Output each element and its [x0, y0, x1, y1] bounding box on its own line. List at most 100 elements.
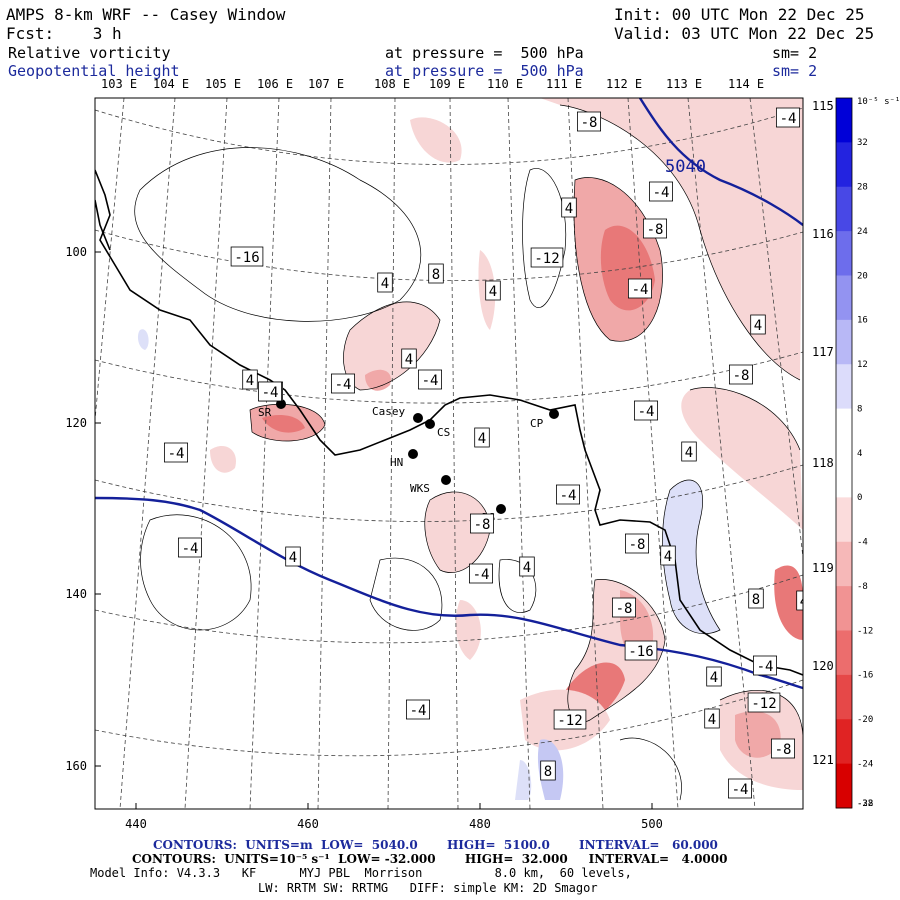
- field2-name: Geopotential height: [8, 62, 180, 80]
- colorbar-swatch: [836, 364, 852, 410]
- vorticity-label: -4: [410, 703, 427, 719]
- vorticity-label-box: [469, 513, 494, 534]
- coastline: [95, 169, 803, 676]
- station-marker-wks[interactable]: [441, 475, 451, 485]
- colorbar-swatch: [836, 586, 852, 631]
- vorticity-label-box: [643, 218, 668, 239]
- vorticity-label: 4: [708, 712, 716, 728]
- vorticity-label-box: [706, 666, 722, 687]
- vorticity-label: 4: [246, 373, 254, 389]
- station-marker-cp[interactable]: [549, 409, 559, 419]
- top-lon-label: 104 E: [153, 77, 190, 91]
- field1-name: Relative vorticity: [8, 44, 171, 62]
- vorticity-label: 4: [478, 431, 486, 447]
- vorticity-label: -8: [474, 517, 491, 533]
- top-lon-label: 107 E: [308, 77, 345, 91]
- vorticity-label: 4: [405, 352, 413, 368]
- vorticity-label-box: [796, 590, 803, 611]
- top-lon-label: 109 E: [429, 77, 466, 91]
- station-marker-sr[interactable]: [276, 399, 286, 409]
- footer-physics: LW: RRTM SW: RRTMG DIFF: simple KM: 2D S…: [258, 881, 598, 895]
- vorticity-label-box: [771, 738, 796, 759]
- vorticity-label-box: [428, 263, 444, 284]
- vorticity-label-box: [704, 708, 720, 729]
- colorbar-tick-label: -24: [857, 759, 873, 769]
- field2-smooth: sm= 2: [772, 62, 818, 80]
- map-plot-area: SR Casey CS CP HN WKS DS 5040 -4-84-4-8-…: [95, 98, 808, 809]
- vorticity-contours: [134, 104, 803, 801]
- vorticity-label: -4: [780, 111, 797, 127]
- colorbar-tick-label: 32: [857, 138, 868, 148]
- vorticity-label-box: [377, 272, 393, 293]
- colorbar-swatch: [836, 98, 852, 143]
- vorticity-label-box: [177, 537, 202, 558]
- vorticity-label-box: [660, 545, 676, 566]
- vorticity-label-box: [634, 400, 659, 421]
- vorticity-label: 8: [544, 764, 552, 780]
- colorbar-tick-label: -28: [857, 799, 873, 809]
- x-tick-label: 440: [125, 817, 147, 831]
- station-marker-hn[interactable]: [408, 449, 418, 459]
- station-marker-cs[interactable]: [425, 419, 435, 429]
- vorticity-label-box: [556, 484, 581, 505]
- vorticity-label: -12: [751, 696, 776, 712]
- vorticity-label: -8: [629, 537, 646, 553]
- vorticity-label: -12: [557, 713, 582, 729]
- station-marker-casey[interactable]: [413, 413, 423, 423]
- vorticity-label-box: [776, 107, 801, 128]
- colorbar-tick-label: -20: [857, 715, 873, 725]
- vorticity-label: -4: [422, 373, 439, 389]
- vorticity-label: -8: [616, 601, 633, 617]
- vorticity-label-box: [728, 778, 753, 799]
- vorticity-label: -12: [534, 251, 559, 267]
- top-lon-label: 112 E: [606, 77, 643, 91]
- vorticity-label: 4: [381, 276, 389, 292]
- vorticity-label-box: [649, 181, 674, 202]
- vorticity-label-box: [417, 369, 442, 390]
- vorticity-label: -8: [581, 115, 598, 131]
- vorticity-label: 8: [752, 592, 760, 608]
- positive-vorticity-shading: [137, 329, 720, 800]
- vorticity-label: 4: [565, 201, 573, 217]
- vorticity-label: -4: [168, 446, 185, 462]
- vorticity-label-box: [401, 348, 417, 369]
- vorticity-label-box: [474, 427, 490, 448]
- vorticity-label: 4: [489, 284, 497, 300]
- top-lon-label: 108 E: [374, 77, 411, 91]
- vorticity-label-box: [729, 364, 754, 385]
- colorbar-swatch: [836, 719, 852, 765]
- station-marker-ds[interactable]: [496, 504, 506, 514]
- colorbar-tick-label: 4: [857, 449, 862, 459]
- vorticity-label: -8: [775, 742, 792, 758]
- vorticity-label-box: [577, 111, 602, 132]
- y-axis-labels: 100 120 140 160: [65, 245, 87, 773]
- y-tick-label: 100: [65, 245, 87, 259]
- x-tick-label: 460: [297, 817, 319, 831]
- y-tick-label: 120: [65, 416, 87, 430]
- vorticity-label-box: [519, 556, 535, 577]
- y-tick-label: 140: [65, 587, 87, 601]
- top-lon-label: 111 E: [546, 77, 583, 91]
- vorticity-label-box: [750, 314, 766, 335]
- vorticity-label-box: [540, 760, 556, 781]
- colorbar-swatch: [836, 408, 852, 454]
- vorticity-label: 4: [800, 594, 808, 610]
- x-axis-labels: 440 460 480 500: [125, 817, 663, 831]
- colorbar-swatch: [836, 541, 852, 587]
- colorbar-swatch: [836, 142, 852, 188]
- station-label-cs: CS: [437, 426, 450, 439]
- vorticity-label: -8: [733, 368, 750, 384]
- colorbar-tick-label: 24: [857, 227, 868, 237]
- y-axis-ticks: [95, 251, 101, 767]
- x-tick-label: 480: [469, 817, 491, 831]
- vorticity-contour-labels: -4 -8 4 -4 -8 -12 -16 4 8 4 -4 4 4 -4 -4 -8 -4 4 -4 4 -4 -8 -4…: [163, 107, 808, 799]
- colorbar-swatch: [836, 630, 852, 676]
- vorticity-label-box: [553, 709, 587, 730]
- station-markers: [276, 399, 559, 514]
- top-lon-label: 105 E: [205, 77, 242, 91]
- colorbar-swatch: [836, 763, 852, 809]
- vorticity-label: -4: [182, 541, 199, 557]
- vorticity-label-box: [753, 655, 778, 676]
- colorbar-tick-label: 0: [857, 493, 862, 503]
- colorbar-tick-label: -8: [857, 582, 868, 592]
